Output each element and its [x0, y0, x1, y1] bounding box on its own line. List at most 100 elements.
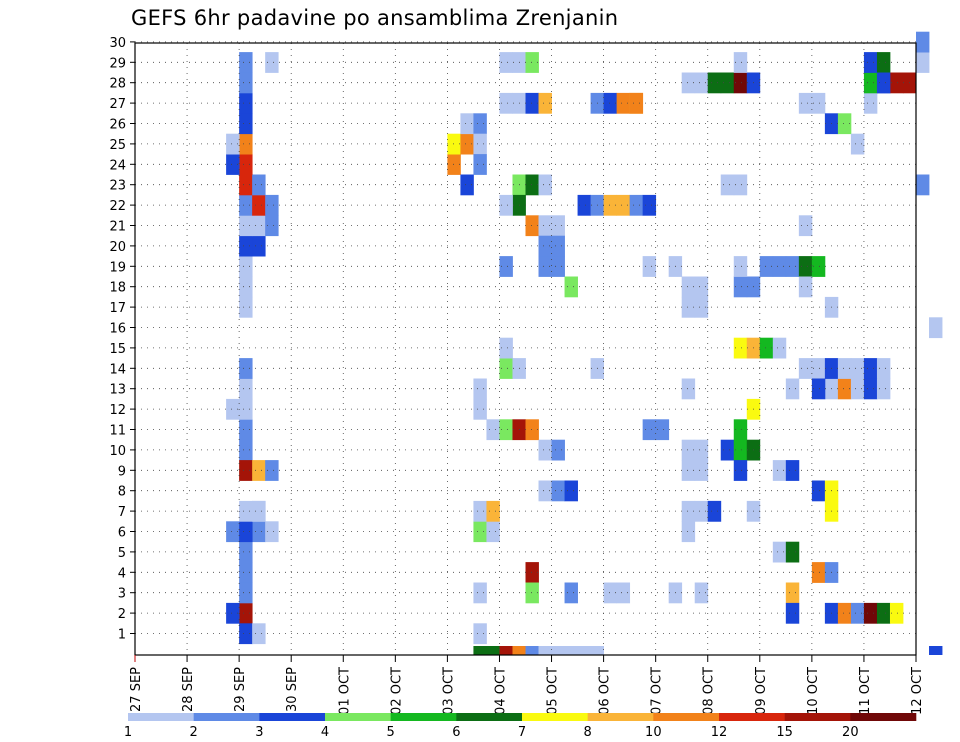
y-tick-label: 12: [109, 403, 126, 418]
heatmap-cell: [564, 480, 578, 502]
y-tick-label: 10: [109, 444, 126, 459]
y-tick-label: 7: [118, 505, 126, 520]
heatmap-cell: [681, 378, 696, 400]
heatmap-cell: [538, 215, 552, 237]
legend-color-swatch: [653, 713, 720, 721]
heatmap-cell: [473, 646, 487, 655]
heatmap-cell: [863, 52, 878, 73]
y-tick-label: 21: [109, 220, 126, 235]
heatmap-cell: [486, 500, 500, 522]
legend-label: 10: [645, 725, 662, 740]
heatmap-cell: [733, 52, 748, 73]
heatmap-cell: [252, 215, 266, 237]
heatmap-cell: [733, 439, 748, 461]
y-tick-label: 14: [109, 362, 126, 377]
heatmap-cell: [239, 439, 253, 461]
heatmap-cell: [252, 194, 266, 216]
heatmap-cell: [473, 378, 487, 400]
legend-color-swatch: [456, 713, 523, 721]
heatmap-cell: [239, 623, 253, 645]
grid-lines: [135, 41, 916, 655]
heatmap-cell: [564, 276, 578, 298]
heatmap-cell: [252, 500, 266, 522]
heatmap-cell: [916, 31, 930, 53]
heatmap-cell: [473, 398, 487, 420]
legend-color-swatch: [850, 713, 917, 721]
heatmap-cell: [226, 398, 240, 420]
heatmap-cell: [499, 419, 513, 441]
heatmap-cell: [564, 646, 578, 655]
y-tick-label: 4: [118, 566, 126, 581]
y-tick-label: 22: [109, 199, 126, 214]
legend-label: 8: [584, 725, 592, 740]
x-tick-label: 28 SEP: [181, 667, 196, 712]
x-tick-label: 03 OCT: [441, 667, 456, 715]
heatmap-cell: [798, 92, 813, 114]
heatmap-cell: [889, 72, 904, 94]
heatmap-cell: [603, 92, 618, 114]
heatmap-cell: [694, 460, 709, 481]
heatmap-cell: [837, 378, 852, 400]
y-tick-label: 16: [109, 322, 126, 337]
legend-color-swatch: [587, 713, 654, 721]
heatmap-cell: [239, 174, 253, 196]
heatmap-cell: [551, 215, 565, 237]
heatmap-cell: [772, 460, 787, 481]
heatmap-cell: [694, 276, 709, 298]
heatmap-cell: [265, 215, 279, 237]
heatmap-cell: [525, 92, 539, 114]
y-tick-label: 27: [109, 97, 126, 112]
x-tick-label: 12 OCT: [910, 667, 925, 715]
y-tick-label: 15: [109, 342, 126, 357]
heatmap-cell: [473, 113, 487, 135]
heatmap-cell: [239, 500, 253, 522]
y-tick-label: 13: [109, 383, 126, 398]
x-tick-label: 08 OCT: [702, 667, 717, 715]
heatmap-cell: [486, 419, 500, 441]
heatmap-cell: [564, 582, 578, 604]
heatmap-cell: [499, 256, 513, 277]
heatmap-cell: [538, 646, 552, 655]
x-tick-label: 09 OCT: [754, 667, 769, 715]
heatmap-cell: [252, 460, 266, 481]
heatmap-cell: [876, 378, 891, 400]
heatmap-cell: [681, 521, 696, 543]
heatmap-cell: [811, 480, 826, 502]
heatmap-cell: [863, 92, 878, 114]
heatmap-cell: [239, 378, 253, 400]
heatmap-cell: [733, 419, 748, 441]
x-tick-label: 10 OCT: [806, 667, 821, 715]
heatmap-cell: [811, 378, 826, 400]
heatmap-cell: [226, 133, 240, 155]
heatmap-cell: [629, 194, 644, 216]
heatmap-cell: [239, 562, 253, 583]
y-tick-label: 17: [109, 301, 126, 316]
x-tick-label: 27 SEP: [129, 667, 144, 712]
y-tick-label: 6: [118, 526, 126, 541]
heatmap-cell: [239, 194, 253, 216]
heatmap-cell: [252, 174, 266, 196]
heatmap-cell: [798, 215, 813, 237]
heatmap-cell: [265, 194, 279, 216]
x-tick-label: 11 OCT: [858, 667, 873, 715]
heatmap-cell: [239, 398, 253, 420]
legend-label: 15: [776, 725, 793, 740]
heatmap-cell: [460, 133, 474, 155]
heatmap-cell: [694, 500, 709, 522]
heatmap-cell: [447, 154, 461, 175]
heatmap-cell: [239, 296, 253, 318]
legend-color-swatch: [193, 713, 260, 721]
color-legend: 1 2 3 4 5 6 7 8 10 12 15 20: [124, 713, 917, 740]
heatmap-cell: [811, 358, 826, 379]
heatmap-cell: [655, 419, 670, 441]
y-tick-label: 26: [109, 118, 126, 133]
heatmap-cell: [239, 358, 253, 379]
legend-color-swatch: [522, 713, 588, 721]
heatmap-cell: [863, 72, 878, 94]
heatmap-cell: [239, 582, 253, 604]
heatmap-cell: [850, 358, 865, 379]
heatmap-cell: [239, 215, 253, 237]
x-tick-label: 29 SEP: [233, 667, 248, 712]
heatmap-cell: [681, 460, 696, 481]
heatmap-cell: [929, 646, 943, 655]
